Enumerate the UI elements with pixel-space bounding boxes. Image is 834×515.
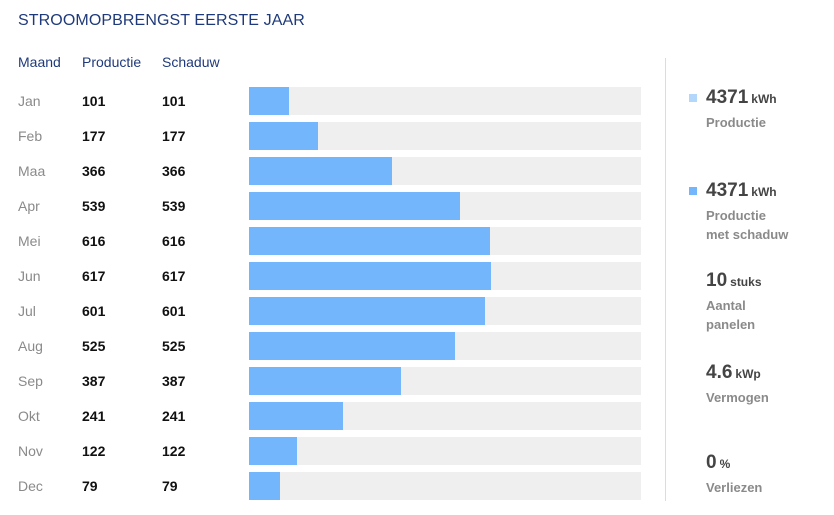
production-value: 617 xyxy=(82,268,106,284)
shadow-value: 539 xyxy=(162,198,186,214)
stat-label: Productie met schaduw xyxy=(706,208,789,242)
stat-panels: 10 stuks Aantal panelen xyxy=(706,270,816,334)
bar-track xyxy=(249,227,641,255)
bar xyxy=(249,472,280,500)
shadow-value: 601 xyxy=(162,303,186,319)
month-label: Feb xyxy=(18,128,43,144)
bar xyxy=(249,437,297,465)
bar-track xyxy=(249,367,641,395)
shadow-value: 616 xyxy=(162,233,186,249)
bar xyxy=(249,87,289,115)
production-value: 101 xyxy=(82,93,106,109)
stat-label: Aantal panelen xyxy=(706,298,756,332)
bar xyxy=(249,402,343,430)
shadow-value: 366 xyxy=(162,163,186,179)
stat-capacity: 4.6 kWp Vermogen xyxy=(706,362,816,407)
stat-unit: kWp xyxy=(735,367,761,381)
stat-label: Productie xyxy=(706,115,766,130)
shadow-value: 617 xyxy=(162,268,186,284)
stat-value: 4371 xyxy=(706,180,749,201)
stat-unit: kWh xyxy=(751,92,777,106)
production-value: 122 xyxy=(82,443,106,459)
stat-unit: % xyxy=(719,457,731,471)
stat-production-shadow: 4371 kWh Productie met schaduw xyxy=(689,180,816,244)
month-label: Apr xyxy=(18,198,40,214)
production-value: 79 xyxy=(82,478,98,494)
bar-track xyxy=(249,157,641,185)
production-value: 525 xyxy=(82,338,106,354)
month-label: Jan xyxy=(18,93,41,109)
bar xyxy=(249,262,491,290)
stat-label: Verliezen xyxy=(706,480,763,495)
bar-track xyxy=(249,332,641,360)
bar xyxy=(249,122,318,150)
stat-value: 10 xyxy=(706,270,728,291)
shadow-value: 79 xyxy=(162,478,178,494)
column-header-shadow: Schaduw xyxy=(162,54,220,70)
bar-track xyxy=(249,87,641,115)
shadow-value: 387 xyxy=(162,373,186,389)
bar-track xyxy=(249,297,641,325)
month-label: Jul xyxy=(18,303,36,319)
bar-track xyxy=(249,192,641,220)
chart-title: STROOMOPBRENGST EERSTE JAAR xyxy=(18,12,305,29)
month-label: Mei xyxy=(18,233,41,249)
month-label: Okt xyxy=(18,408,40,424)
shadow-value: 101 xyxy=(162,93,186,109)
bar xyxy=(249,332,455,360)
bar xyxy=(249,227,490,255)
month-label: Dec xyxy=(18,478,43,494)
stat-label: Vermogen xyxy=(706,390,769,405)
month-label: Nov xyxy=(18,443,43,459)
divider xyxy=(665,58,666,501)
stat-losses: 0% Verliezen xyxy=(706,452,816,497)
production-value: 241 xyxy=(82,408,106,424)
production-value: 539 xyxy=(82,198,106,214)
stat-unit: stuks xyxy=(730,275,762,289)
production-value: 616 xyxy=(82,233,106,249)
bar xyxy=(249,192,460,220)
bar-track xyxy=(249,402,641,430)
legend-swatch xyxy=(689,94,697,102)
stat-value: 4.6 xyxy=(706,362,733,383)
shadow-value: 122 xyxy=(162,443,186,459)
legend-swatch xyxy=(689,187,697,195)
month-label: Aug xyxy=(18,338,43,354)
month-label: Maa xyxy=(18,163,46,179)
bar-track xyxy=(249,262,641,290)
bar xyxy=(249,297,485,325)
shadow-value: 177 xyxy=(162,128,186,144)
stat-unit: kWh xyxy=(751,185,777,199)
bar-track xyxy=(249,122,641,150)
stat-value: 0 xyxy=(706,452,717,473)
shadow-value: 525 xyxy=(162,338,186,354)
column-header-production: Productie xyxy=(82,54,142,70)
production-value: 366 xyxy=(82,163,106,179)
stat-value: 4371 xyxy=(706,87,749,108)
bar-track xyxy=(249,437,641,465)
bar xyxy=(249,367,401,395)
month-label: Sep xyxy=(18,373,43,389)
stat-production: 4371 kWh Productie xyxy=(689,87,816,132)
shadow-value: 241 xyxy=(162,408,186,424)
column-header-month: Maand xyxy=(18,54,61,70)
production-value: 177 xyxy=(82,128,106,144)
month-label: Jun xyxy=(18,268,41,284)
production-value: 601 xyxy=(82,303,106,319)
bar-track xyxy=(249,472,641,500)
bar xyxy=(249,157,392,185)
production-value: 387 xyxy=(82,373,106,389)
